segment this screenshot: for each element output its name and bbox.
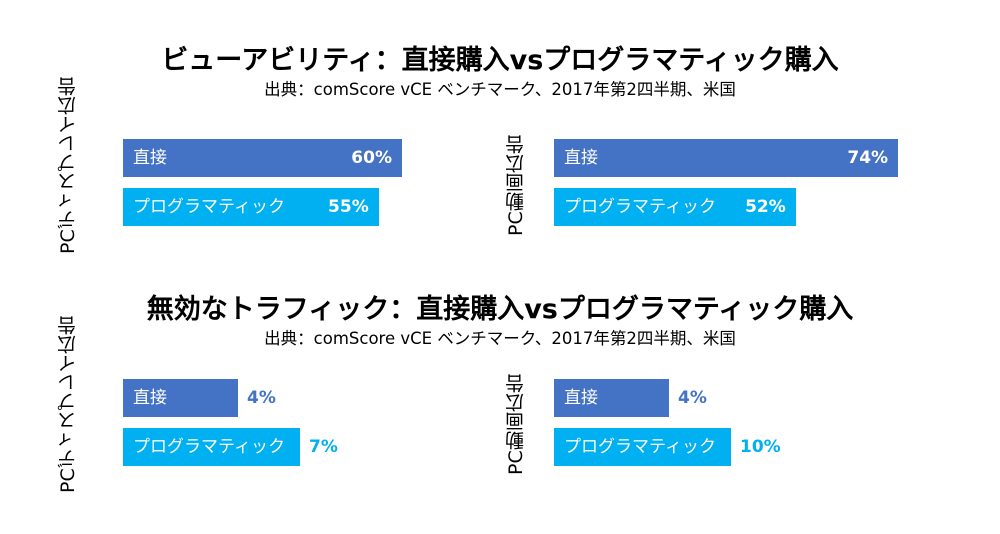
panel-label-pc-video: PC動画広告 bbox=[505, 374, 527, 476]
bar-direct: 直接 74% bbox=[554, 139, 899, 177]
bar-label-direct: 直接 bbox=[133, 388, 167, 408]
bar-label-direct: 直接 bbox=[564, 388, 598, 408]
data-label-programmatic: 55% bbox=[328, 197, 369, 217]
bar-direct: 直接 60% bbox=[123, 139, 402, 177]
data-label-direct: 60% bbox=[351, 148, 392, 168]
bar-label-programmatic: プログラマティック bbox=[133, 197, 285, 217]
bar-direct: 直接 4% bbox=[123, 379, 276, 417]
bar-programmatic: プログラマティック 7% bbox=[123, 428, 338, 466]
chart-subtitle: 出典：comScore vCE ベンチマーク、2017年第2四半期、米国 bbox=[264, 329, 736, 348]
data-label-direct: 74% bbox=[847, 148, 889, 168]
data-label-direct: 4% bbox=[678, 388, 707, 408]
chart-title: ビューアビリティ：直接購入vsプログラマティック購入 bbox=[161, 45, 839, 76]
bar-label-direct: 直接 bbox=[564, 148, 598, 168]
panel-pc-video: 直接 4% プログラマティック 10% bbox=[554, 379, 914, 469]
bar-direct: 直接 4% bbox=[554, 379, 707, 417]
chart-subtitle: 出典：comScore vCE ベンチマーク、2017年第2四半期、米国 bbox=[264, 80, 736, 99]
bar-programmatic: プログラマティック 10% bbox=[554, 428, 781, 466]
data-label-programmatic: 10% bbox=[740, 437, 781, 457]
panel-pc-display: 直接 4% プログラマティック 7% bbox=[123, 379, 423, 469]
bar-programmatic: プログラマティック 52% bbox=[554, 188, 796, 226]
bar-label-direct: 直接 bbox=[133, 148, 167, 168]
panel-pc-display: 直接 60% プログラマティック 55% bbox=[123, 139, 423, 229]
panel-pc-video: 直接 74% プログラマティック 52% bbox=[554, 139, 914, 229]
chart-section-viewability: ビューアビリティ：直接購入vsプログラマティック購入 出典：comScore v… bbox=[57, 45, 914, 254]
chart-title: 無効なトラフィック：直接購入vsプログラマティック購入 bbox=[146, 294, 854, 325]
panel-label-pc-display: PCディスプレイ広告 bbox=[57, 316, 79, 493]
bar-label-programmatic: プログラマティック bbox=[133, 437, 285, 457]
data-label-programmatic: 7% bbox=[309, 437, 338, 457]
data-label-programmatic: 52% bbox=[745, 197, 786, 217]
data-label-direct: 4% bbox=[247, 388, 276, 408]
bar-label-programmatic: プログラマティック bbox=[564, 437, 716, 457]
bar-programmatic: プログラマティック 55% bbox=[123, 188, 379, 226]
bar-label-programmatic: プログラマティック bbox=[564, 197, 716, 217]
